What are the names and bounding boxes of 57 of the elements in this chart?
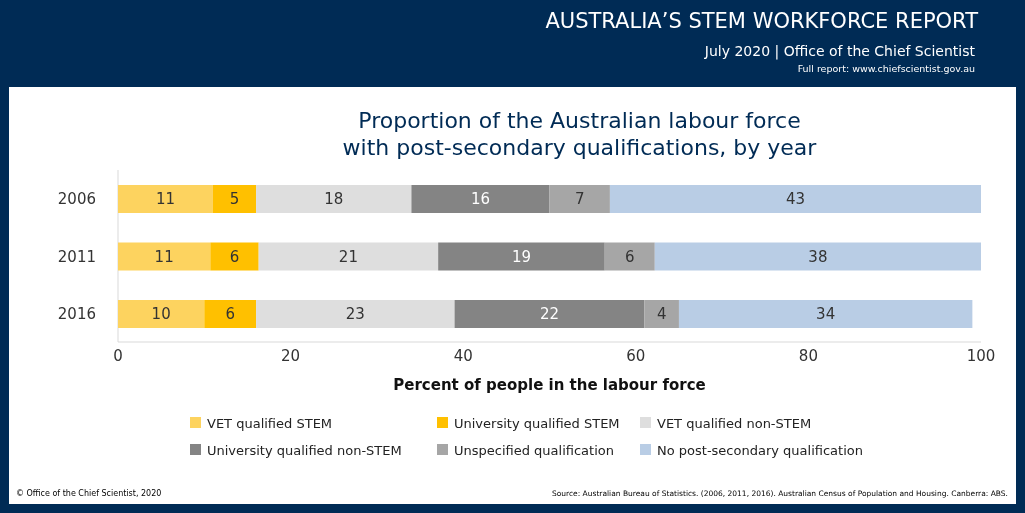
data-label: 6 (624, 247, 635, 266)
text: Full report: www.chiefscientist.gov.au (797, 63, 975, 74)
y-tick-label: 2006 (57, 190, 96, 209)
data-label: 4 (656, 305, 667, 324)
legend-label: VET qualified non-STEM (657, 415, 812, 431)
x-tick-label: 0 (113, 347, 123, 365)
data-label: 43 (785, 190, 805, 209)
bar (678, 300, 973, 328)
chart-title: Proportion of the Australian labour force with post-secondary qualifications, by year (342, 108, 818, 160)
data-label: 10 (151, 305, 171, 324)
data-label: 16 (470, 190, 491, 209)
bar (454, 300, 645, 328)
data-label: 22 (539, 305, 560, 324)
legend-label: No post-secondary qualification (657, 442, 863, 458)
bar (609, 185, 981, 213)
x-tick-label: 40 (453, 347, 473, 365)
text: AUSTRALIA’S STEM WORKFORCE REPORT (545, 9, 979, 33)
legend-label: University qualified STEM (454, 415, 620, 431)
data-label: 11 (154, 247, 174, 266)
data-label: 34 (816, 305, 836, 324)
data-label: 11 (155, 190, 176, 209)
x-tick-label: 100 (966, 347, 996, 365)
bar (644, 300, 679, 328)
data-label: 38 (808, 247, 828, 266)
data-label: 19 (511, 247, 531, 266)
text: © Office of the Chief Scientist, 2020 (16, 489, 162, 498)
bar (212, 185, 257, 213)
legend-label: University qualified non-STEM (207, 442, 402, 458)
data-label: 6 (225, 305, 235, 324)
x-tick-label: 60 (626, 347, 646, 365)
bar (438, 242, 605, 271)
x-tick-label: 20 (281, 347, 301, 365)
text: July 2020 | Office of the Chief Scientist (703, 43, 976, 60)
bar (118, 242, 211, 271)
data-label: 6 (229, 247, 240, 266)
bar (654, 242, 981, 271)
data-label: 7 (574, 190, 585, 209)
bar (549, 185, 610, 213)
data-label: 18 (324, 190, 344, 209)
data-label: 5 (229, 190, 240, 209)
legend-label: Unspecified qualification (454, 442, 614, 458)
bar (256, 185, 412, 213)
data-label: 23 (345, 305, 365, 324)
y-tick-label: 2016 (57, 305, 96, 324)
bar (210, 242, 259, 271)
bar (411, 185, 550, 213)
bar (604, 242, 655, 271)
bar (118, 300, 205, 328)
data-label: 21 (338, 247, 358, 266)
bar (258, 242, 439, 271)
bar (118, 185, 213, 213)
y-tick-label: 2011 (57, 247, 96, 266)
bar (204, 300, 257, 328)
x-axis-title: Percent of people in the labour force (393, 376, 706, 394)
legend-label: VET qualified STEM (207, 415, 333, 431)
bar (256, 300, 455, 328)
x-tick-label: 80 (798, 347, 818, 365)
